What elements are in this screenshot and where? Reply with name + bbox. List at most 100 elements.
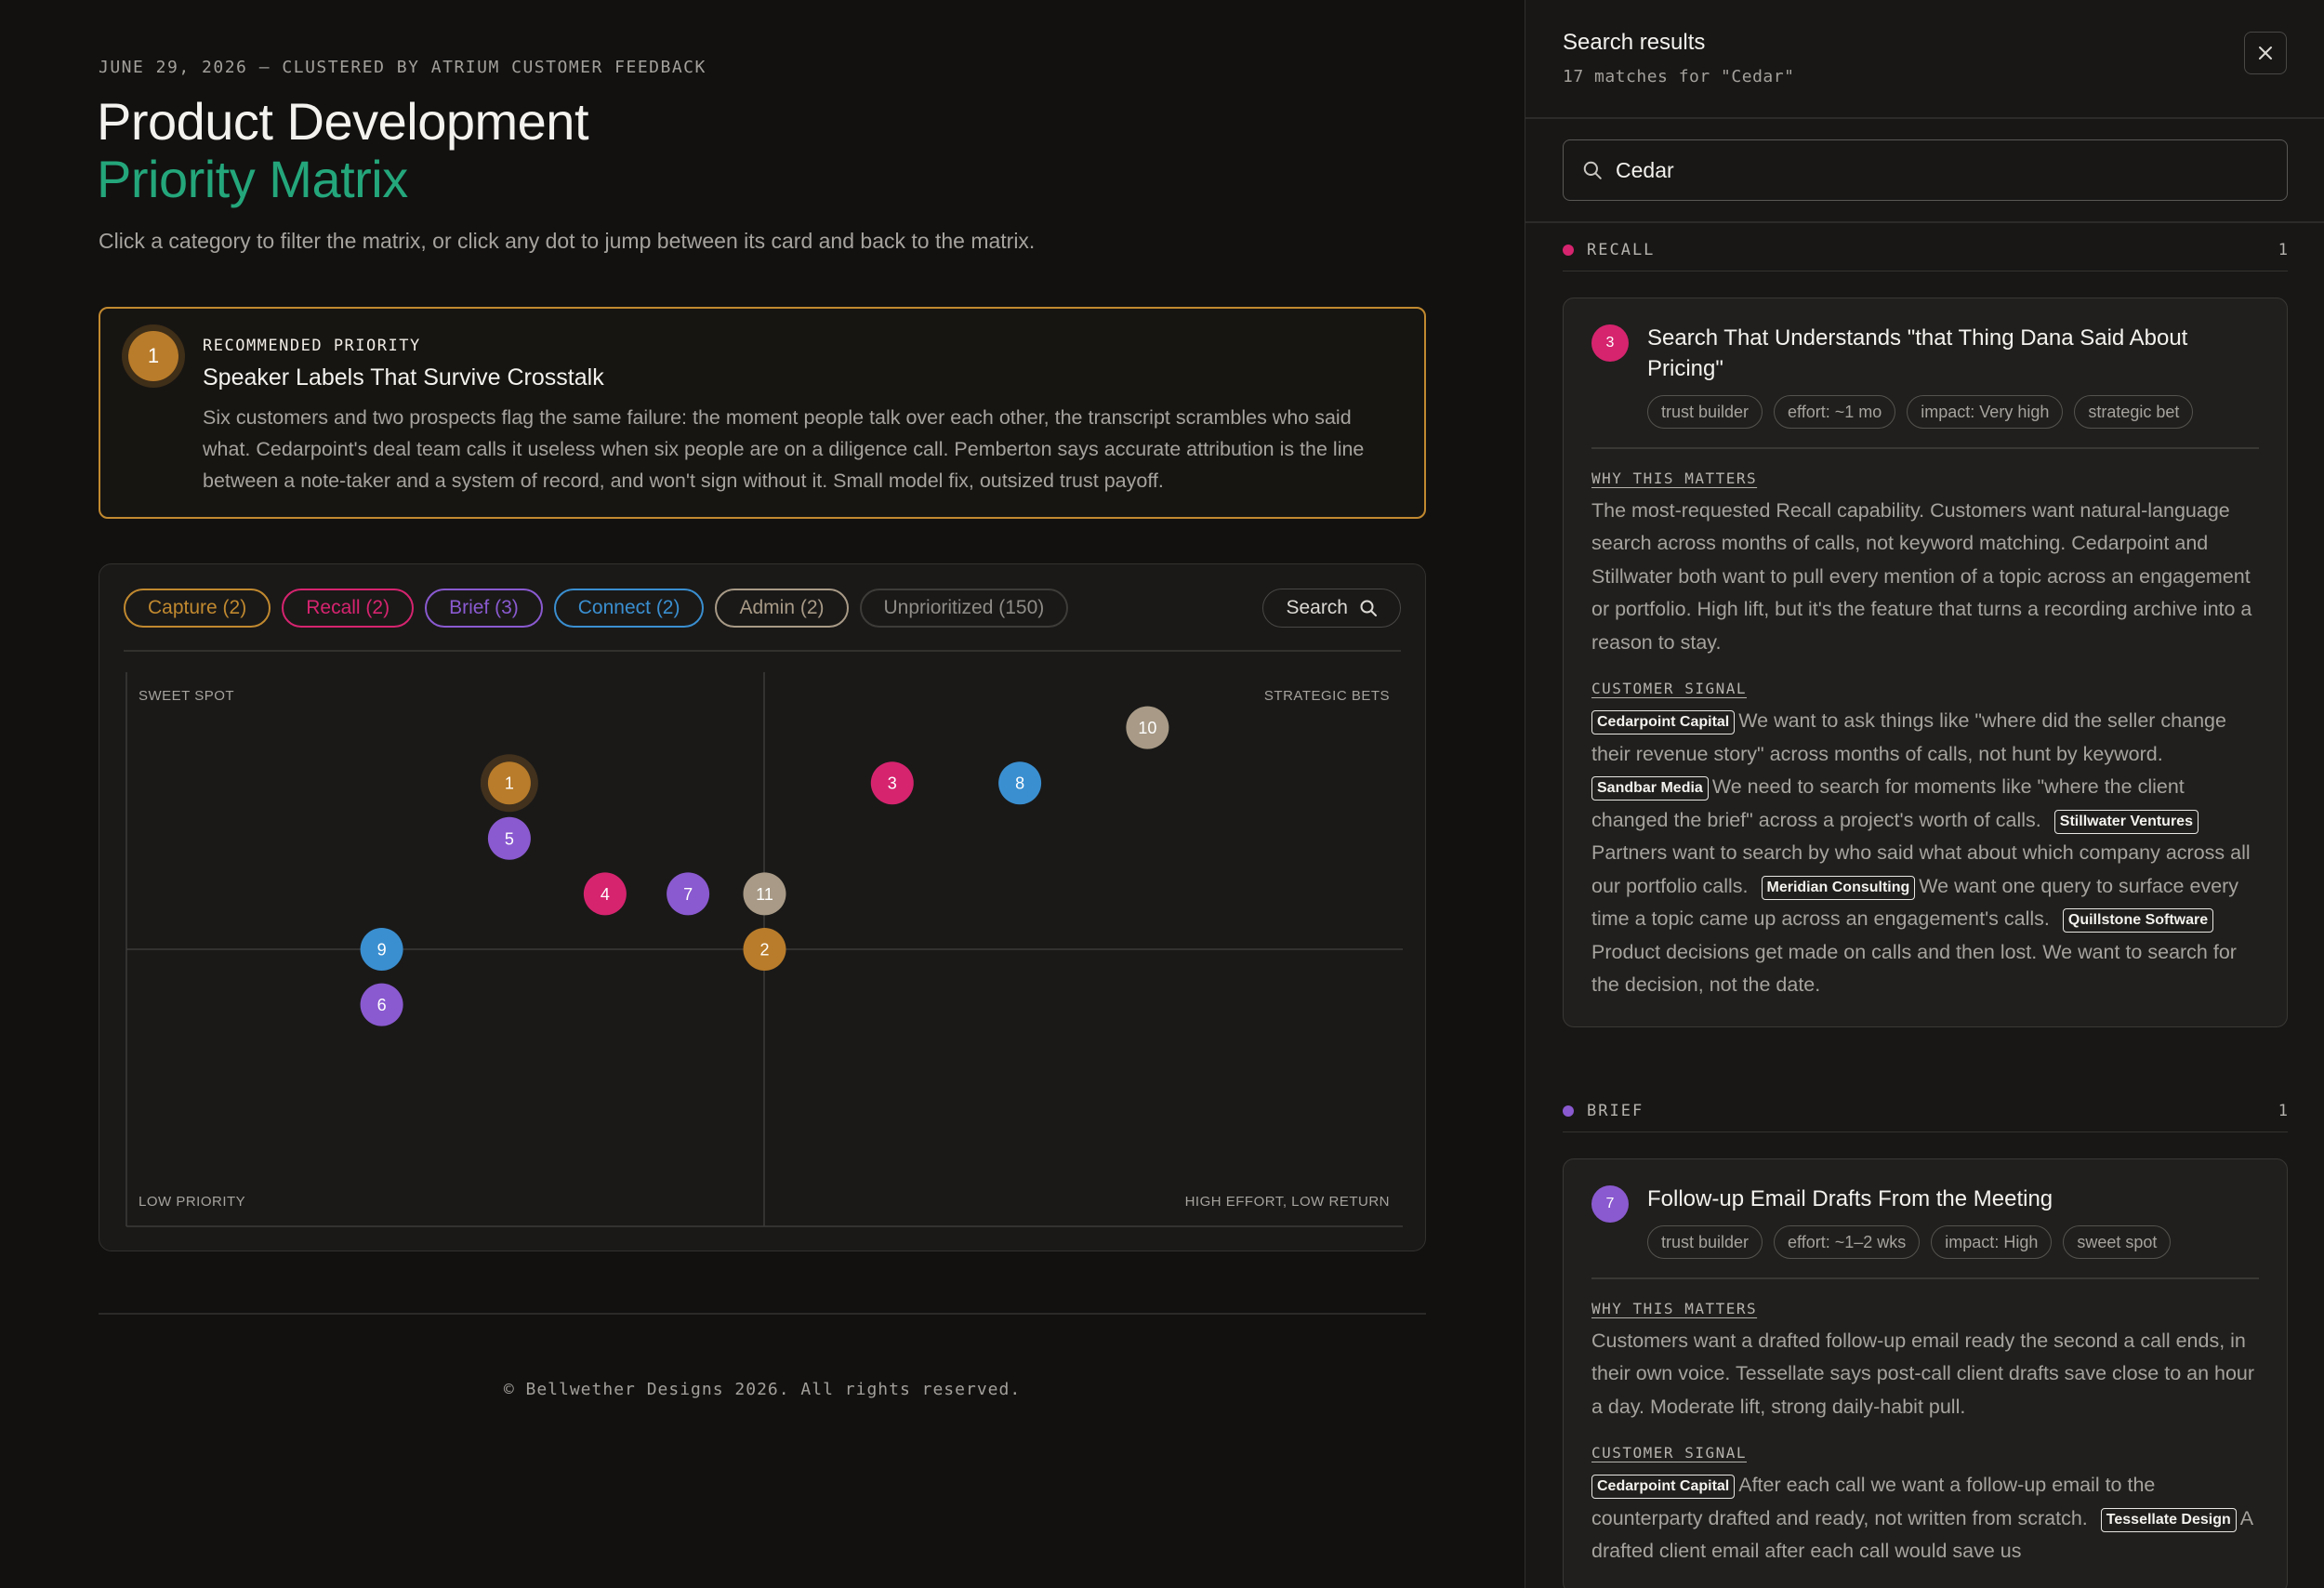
- recommended-priority-card[interactable]: 1 RECOMMENDED PRIORITY Speaker Labels Th…: [99, 307, 1426, 519]
- matrix-dot-8[interactable]: 8: [998, 761, 1042, 805]
- matrix-dot-9[interactable]: 9: [360, 928, 403, 971]
- dot-label: 5: [505, 829, 514, 848]
- card-tag: sweet spot: [2063, 1225, 2172, 1259]
- matrix-dot-7[interactable]: 7: [667, 872, 710, 916]
- group-color-dot: [1563, 244, 1574, 256]
- matrix-dot-2[interactable]: 2: [743, 928, 786, 971]
- company-tag: Cedarpoint Capital: [1591, 1475, 1736, 1499]
- result-card[interactable]: 7 Follow-up Email Drafts From the Meeting…: [1563, 1158, 2288, 1588]
- dot-circle: [360, 928, 403, 971]
- result-group-recall: RECALL 1 3 Search That Understands "that Th…: [1563, 229, 2288, 1027]
- signal-quote: We want one query to surface every time …: [1591, 874, 2239, 931]
- card-title: Search That Understands "that Thing Dana…: [1647, 325, 2188, 381]
- group-name: BRIEF: [1587, 1101, 1644, 1120]
- search-button-label: Search: [1286, 597, 1348, 618]
- company-tag: Sandbar Media: [1591, 776, 1709, 801]
- dot-circle: [870, 761, 914, 805]
- close-icon: [2259, 46, 2272, 60]
- panel-subtitle: 17 matches for "Cedar": [1563, 67, 1795, 86]
- signal-quote: Partners want to search by who said what…: [1591, 841, 2251, 897]
- customer-signal-list: Cedarpoint Capital After each call we wan…: [1591, 1469, 2259, 1568]
- signal-quote: After each call we want a follow-up emai…: [1591, 1474, 2156, 1529]
- company-tag: Stillwater Ventures: [2053, 809, 2199, 834]
- customer-signal-label: CUSTOMER SIGNAL: [1591, 680, 1747, 697]
- card-tags: trust builder effort: ~1–2 wks impact: Hig…: [1647, 1225, 2259, 1259]
- dot-circle: [360, 983, 403, 1026]
- why-this-matters-label: WHY THIS MATTERS: [1591, 1299, 1758, 1317]
- card-tag: trust builder: [1647, 1225, 1763, 1259]
- card-divider: [1591, 1277, 2259, 1279]
- card-title: Follow-up Email Drafts From the Meeting: [1647, 1186, 2053, 1211]
- quadrant-label-low-priority: LOW PRIORITY: [139, 1194, 245, 1210]
- dot-label: 1: [505, 774, 514, 793]
- page-subtitle: Click a category to filter the matrix, o…: [99, 229, 1036, 253]
- matrix-dot-3[interactable]: 3: [870, 761, 914, 805]
- priority-matrix: Capture (2) Recall (2) Brief (3) Connect (2…: [99, 563, 1426, 1251]
- group-name: RECALL: [1587, 240, 1656, 259]
- card-tag: impact: Very high: [1907, 395, 2064, 429]
- dot-circle: [487, 761, 531, 805]
- card-badge: 3: [1591, 324, 1629, 362]
- recommended-label: RECOMMENDED PRIORITY: [203, 337, 421, 355]
- matrix-dot-1[interactable]: 1: [480, 754, 538, 813]
- priority-badge: 1: [128, 331, 178, 381]
- signal-quote: We need to search for moments like "wher…: [1591, 775, 2185, 831]
- dot-label: 6: [377, 996, 387, 1014]
- filter-chip-admin[interactable]: Admin (2): [715, 589, 849, 628]
- main-content: JUNE 29, 2026 — CLUSTERED BY ATRIUM CUST…: [97, 58, 1426, 1399]
- dot-label: 7: [683, 885, 693, 904]
- filter-chip-connect[interactable]: Connect (2): [553, 589, 705, 628]
- matrix-dot-11[interactable]: 11: [743, 872, 786, 916]
- dot-circle: [743, 872, 786, 916]
- dateline: JUNE 29, 2026 — CLUSTERED BY ATRIUM CUST…: [99, 58, 706, 77]
- why-this-matters-text: The most-requested Recall capability. Cu…: [1591, 498, 2252, 654]
- why-this-matters-label: WHY THIS MATTERS: [1591, 469, 1758, 487]
- quadrant-label-sweet-spot: SWEET SPOT: [139, 688, 234, 704]
- footer: © Bellwether Designs 2026. All rights re…: [503, 1380, 1022, 1399]
- group-count: 1: [2278, 1101, 2288, 1120]
- group-header: BRIEF 1: [1563, 1090, 2288, 1132]
- page-title-accent: Priority Matrix: [97, 150, 408, 208]
- dot-label: 4: [601, 885, 610, 904]
- panel-header-divider: [1525, 117, 2324, 119]
- close-button[interactable]: [2244, 32, 2287, 74]
- customer-signal-label: CUSTOMER SIGNAL: [1591, 1444, 1747, 1462]
- signal-quote: Product decisions get made on calls and …: [1591, 940, 2237, 997]
- dot-circle: [583, 872, 627, 916]
- page-title: Product Development: [97, 92, 589, 151]
- filter-chip-brief[interactable]: Brief (3): [425, 589, 543, 628]
- matrix-dot-5[interactable]: 5: [487, 816, 531, 860]
- card-badge: 7: [1591, 1185, 1629, 1223]
- panel-search-input[interactable]: [1616, 157, 2266, 183]
- search-icon: [1360, 600, 1377, 616]
- why-this-matters-text: Customers want a drafted follow-up email…: [1591, 1329, 2255, 1418]
- search-button[interactable]: Search: [1262, 589, 1401, 628]
- panel-search-divider: [1525, 221, 2324, 223]
- company-tag: Quillstone Software: [2062, 908, 2214, 933]
- card-divider: [1591, 447, 2259, 449]
- dot-circle: [998, 761, 1042, 805]
- dot-label: 10: [1138, 719, 1156, 737]
- panel-title: Search results: [1563, 30, 1706, 55]
- matrix-dot-6[interactable]: 6: [360, 983, 403, 1026]
- dot-circle: [487, 816, 531, 860]
- panel-search-field[interactable]: [1563, 139, 2288, 201]
- matrix-dot-10[interactable]: 10: [1126, 706, 1169, 749]
- filter-chip-capture[interactable]: Capture (2): [124, 589, 271, 628]
- dot-label: 2: [759, 941, 769, 959]
- dot-label: 9: [377, 941, 387, 959]
- signal-quote: A drafted client email after each call w…: [1591, 1506, 2252, 1563]
- result-card[interactable]: 3 Search That Understands "that Thing Dan…: [1563, 298, 2288, 1027]
- customer-signal-list: Cedarpoint Capital We want to ask things …: [1591, 705, 2259, 1002]
- filter-chip-unprioritized[interactable]: Unprioritized (150): [859, 589, 1069, 628]
- dot-circle: [743, 928, 786, 971]
- card-tag: effort: ~1–2 wks: [1774, 1225, 1921, 1259]
- filter-chip-recall[interactable]: Recall (2): [282, 589, 415, 628]
- recommended-body: Six customers and two prospects flag the…: [203, 406, 1365, 492]
- quadrant-label-strategic-bets: STRATEGIC BETS: [1264, 688, 1390, 704]
- search-icon: [1583, 161, 1602, 179]
- quadrant-label-high-effort: HIGH EFFORT, LOW RETURN: [1185, 1194, 1390, 1210]
- signal-quote: We want to ask things like "where did th…: [1591, 709, 2226, 765]
- matrix-dot-4[interactable]: 4: [583, 872, 627, 916]
- dot-circle: [1126, 706, 1169, 749]
